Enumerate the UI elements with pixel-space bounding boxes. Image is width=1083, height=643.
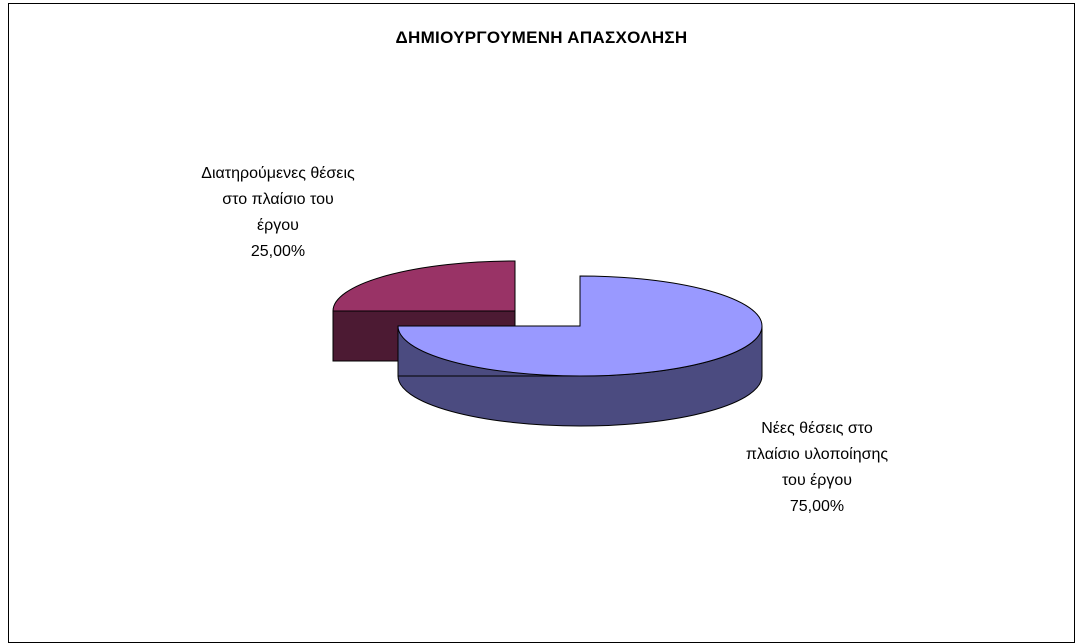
slice-label-retained-positions: Διατηρούμενες θέσεις στο πλαίσιο του έργ…	[158, 161, 398, 265]
label-value: 75,00%	[789, 498, 845, 515]
label-line: στο πλαίσιο του	[222, 191, 334, 208]
chart-title: ΔΗΜΙΟΥΡΓΟΥΜΕΝΗ ΑΠΑΣΧΟΛΗΣΗ	[395, 28, 688, 47]
label-line: πλαίσιο υλοποίησης	[745, 446, 889, 463]
pie-slice-top	[397, 275, 763, 377]
label-line: του έργου	[781, 472, 853, 489]
pie-chart	[332, 260, 763, 427]
label-line: έργου	[257, 217, 299, 234]
pie-slice-top	[332, 260, 516, 312]
slice-label-new-positions: Νέες θέσεις στο πλαίσιο υλοποίησης του έ…	[697, 416, 937, 520]
label-value: 25,00%	[250, 243, 306, 260]
pie-slice	[397, 275, 763, 427]
chart-area	[8, 3, 1075, 643]
label-line: Νέες θέσεις στο	[761, 420, 873, 437]
label-line: Διατηρούμενες θέσεις	[201, 165, 355, 182]
